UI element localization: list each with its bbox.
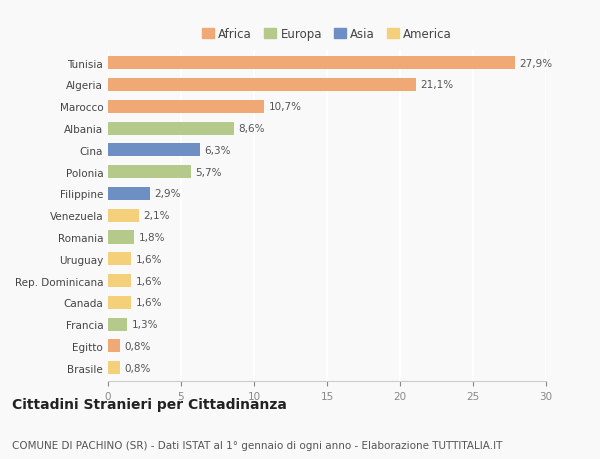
Text: COMUNE DI PACHINO (SR) - Dati ISTAT al 1° gennaio di ogni anno - Elaborazione TU: COMUNE DI PACHINO (SR) - Dati ISTAT al 1… (12, 440, 502, 450)
Bar (108, 274, 131, 287)
Text: 0,8%: 0,8% (124, 341, 151, 351)
Text: 1,6%: 1,6% (136, 276, 162, 286)
Bar (108, 57, 515, 70)
Bar (108, 122, 233, 135)
Bar (108, 101, 264, 113)
Text: 6,3%: 6,3% (205, 146, 231, 156)
Text: 1,6%: 1,6% (136, 254, 162, 264)
Text: 21,1%: 21,1% (421, 80, 454, 90)
Bar (108, 209, 139, 222)
Text: 2,1%: 2,1% (143, 211, 170, 221)
Text: Cittadini Stranieri per Cittadinanza: Cittadini Stranieri per Cittadinanza (12, 397, 287, 411)
Bar (108, 296, 131, 309)
Text: 1,6%: 1,6% (136, 298, 162, 308)
Text: 2,9%: 2,9% (155, 189, 181, 199)
Bar (108, 79, 416, 92)
Text: 10,7%: 10,7% (269, 102, 302, 112)
Text: 27,9%: 27,9% (520, 59, 553, 68)
Bar (108, 144, 200, 157)
Text: 8,6%: 8,6% (238, 124, 265, 134)
Bar (108, 231, 134, 244)
Bar (108, 340, 119, 353)
Text: 0,8%: 0,8% (124, 363, 151, 373)
Bar (108, 166, 191, 179)
Bar (108, 361, 119, 375)
Legend: Africa, Europa, Asia, America: Africa, Europa, Asia, America (197, 23, 457, 46)
Bar (108, 187, 151, 201)
Bar (108, 253, 131, 266)
Bar (108, 318, 127, 331)
Text: 1,3%: 1,3% (131, 319, 158, 330)
Text: 1,8%: 1,8% (139, 232, 165, 242)
Text: 5,7%: 5,7% (196, 167, 222, 177)
